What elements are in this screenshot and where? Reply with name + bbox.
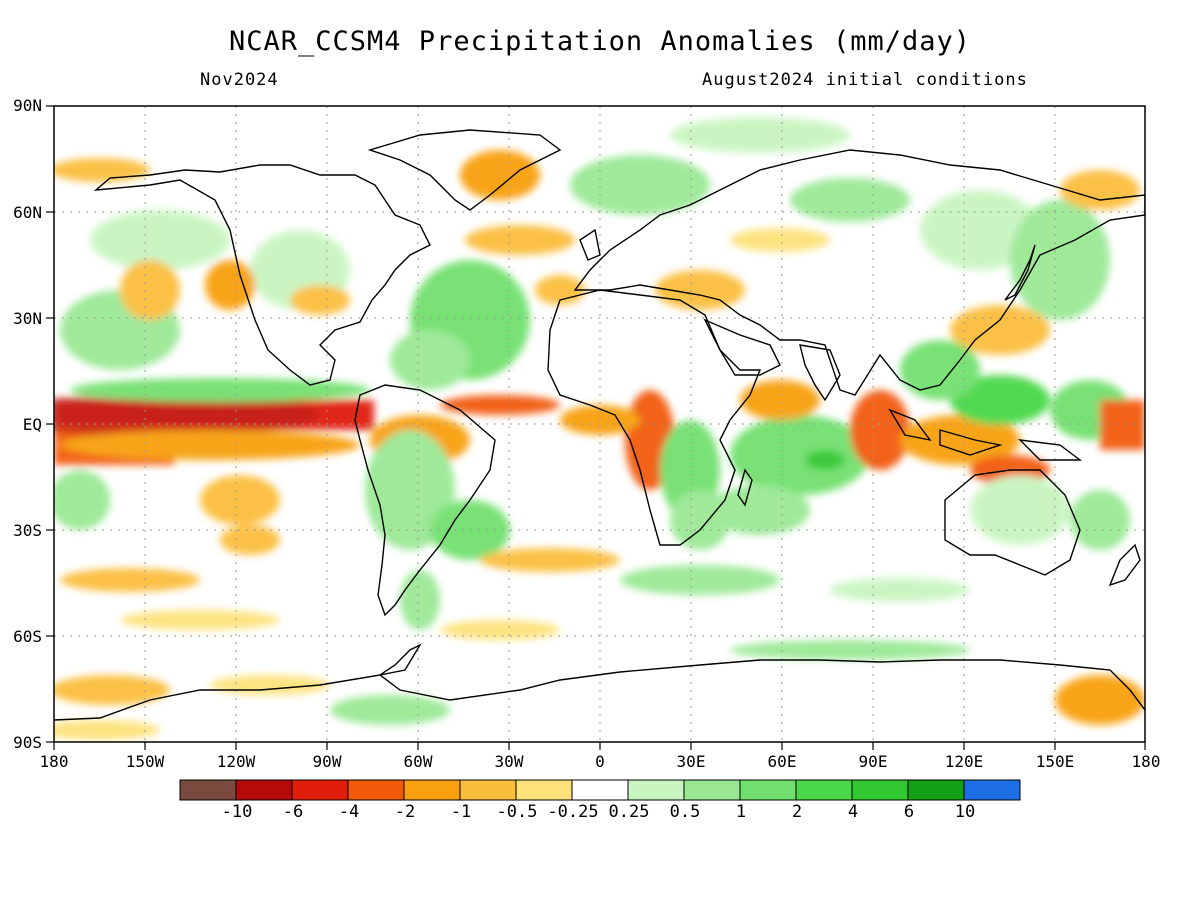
colorbar-swatch: [683, 779, 741, 801]
lat-label-90s: 90S: [13, 733, 42, 752]
forecast-month: Nov2024: [200, 70, 279, 90]
lon-label-30w: 30W: [494, 752, 524, 771]
lon-label-60e: 60E: [767, 752, 797, 771]
colorbar-swatch: [235, 779, 293, 801]
graticule: [54, 106, 1145, 742]
colorbar-label: 2: [791, 802, 803, 822]
initial-conditions: August2024 initial conditions: [702, 70, 1028, 90]
colorbar-swatch: [291, 779, 349, 801]
lat-label-30s: 30S: [13, 521, 42, 540]
colorbar-swatch: [515, 779, 573, 801]
colorbar-label: -4: [338, 802, 360, 822]
colorbar-label: -2: [394, 802, 416, 822]
colorbar-label: -0.5: [496, 802, 538, 822]
lon-label-180e: 180: [1131, 752, 1161, 771]
colorbar-swatch: [347, 779, 405, 801]
lon-label-90e: 90E: [858, 752, 888, 771]
colorbar-swatch: [963, 779, 1021, 801]
lat-label-90n: 90N: [13, 96, 42, 115]
lon-label-180w: 180: [39, 752, 69, 771]
map-title: NCAR_CCSM4 Precipitation Anomalies (mm/d…: [229, 26, 971, 57]
colorbar-label: 10: [954, 802, 976, 822]
colorbar-swatch: [739, 779, 797, 801]
lon-label-150w: 150W: [125, 752, 165, 771]
colorbar-label: -1: [450, 802, 472, 822]
lon-label-120w: 120W: [216, 752, 256, 771]
colorbar-swatch: [851, 779, 909, 801]
lon-label-90w: 90W: [312, 752, 342, 771]
colorbar-label: -10: [221, 802, 253, 822]
axis-ticks: [46, 105, 1146, 750]
colorbar-label: 1: [735, 802, 747, 822]
lat-label-60n: 60N: [13, 203, 42, 222]
lon-label-30e: 30E: [676, 752, 706, 771]
colorbar-swatch: [795, 779, 853, 801]
colorbar-label: 0.25: [608, 802, 650, 822]
lon-label-0: 0: [595, 752, 605, 771]
colorbar-label: 4: [847, 802, 859, 822]
coastlines: [54, 129, 1145, 721]
lon-label-120e: 120E: [944, 752, 984, 771]
lon-label-60w: 60W: [403, 752, 433, 771]
colorbar-label: 0.5: [669, 802, 701, 822]
lat-label-60s: 60S: [13, 627, 42, 646]
colorbar-swatch: [571, 779, 629, 801]
colorbar: [179, 779, 1021, 801]
colorbar-swatch: [627, 779, 685, 801]
anomaly-field: [54, 106, 1145, 742]
colorbar-swatch: [907, 779, 965, 801]
colorbar-swatch: [403, 779, 461, 801]
colorbar-swatch: [179, 779, 237, 801]
lon-label-150e: 150E: [1035, 752, 1075, 771]
colorbar-label: -6: [282, 802, 304, 822]
colorbar-label: 6: [903, 802, 915, 822]
lat-label-30n: 30N: [13, 309, 42, 328]
lat-label-eq: EQ: [22, 415, 42, 434]
colorbar-label: -0.25: [547, 802, 599, 822]
colorbar-swatch: [459, 779, 517, 801]
